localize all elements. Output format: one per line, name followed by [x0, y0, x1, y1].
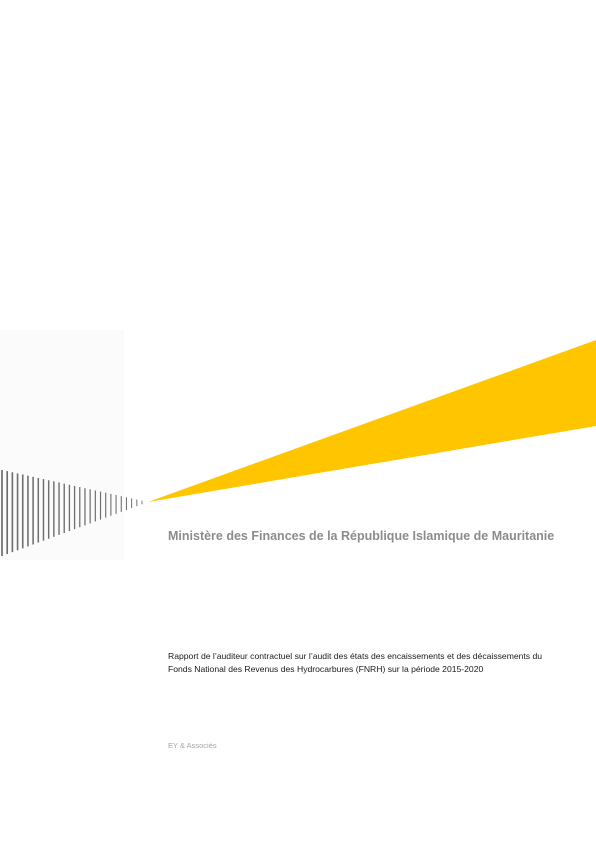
report-title: Rapport de l’auditeur contractuel sur l’… — [168, 651, 543, 674]
yellow-beam-shape — [148, 340, 596, 502]
background-panel — [0, 330, 124, 560]
client-title: Ministère des Finances de la République … — [168, 529, 555, 543]
firm-name: EY & Associés — [168, 741, 217, 750]
striped-wedge — [1, 470, 143, 556]
